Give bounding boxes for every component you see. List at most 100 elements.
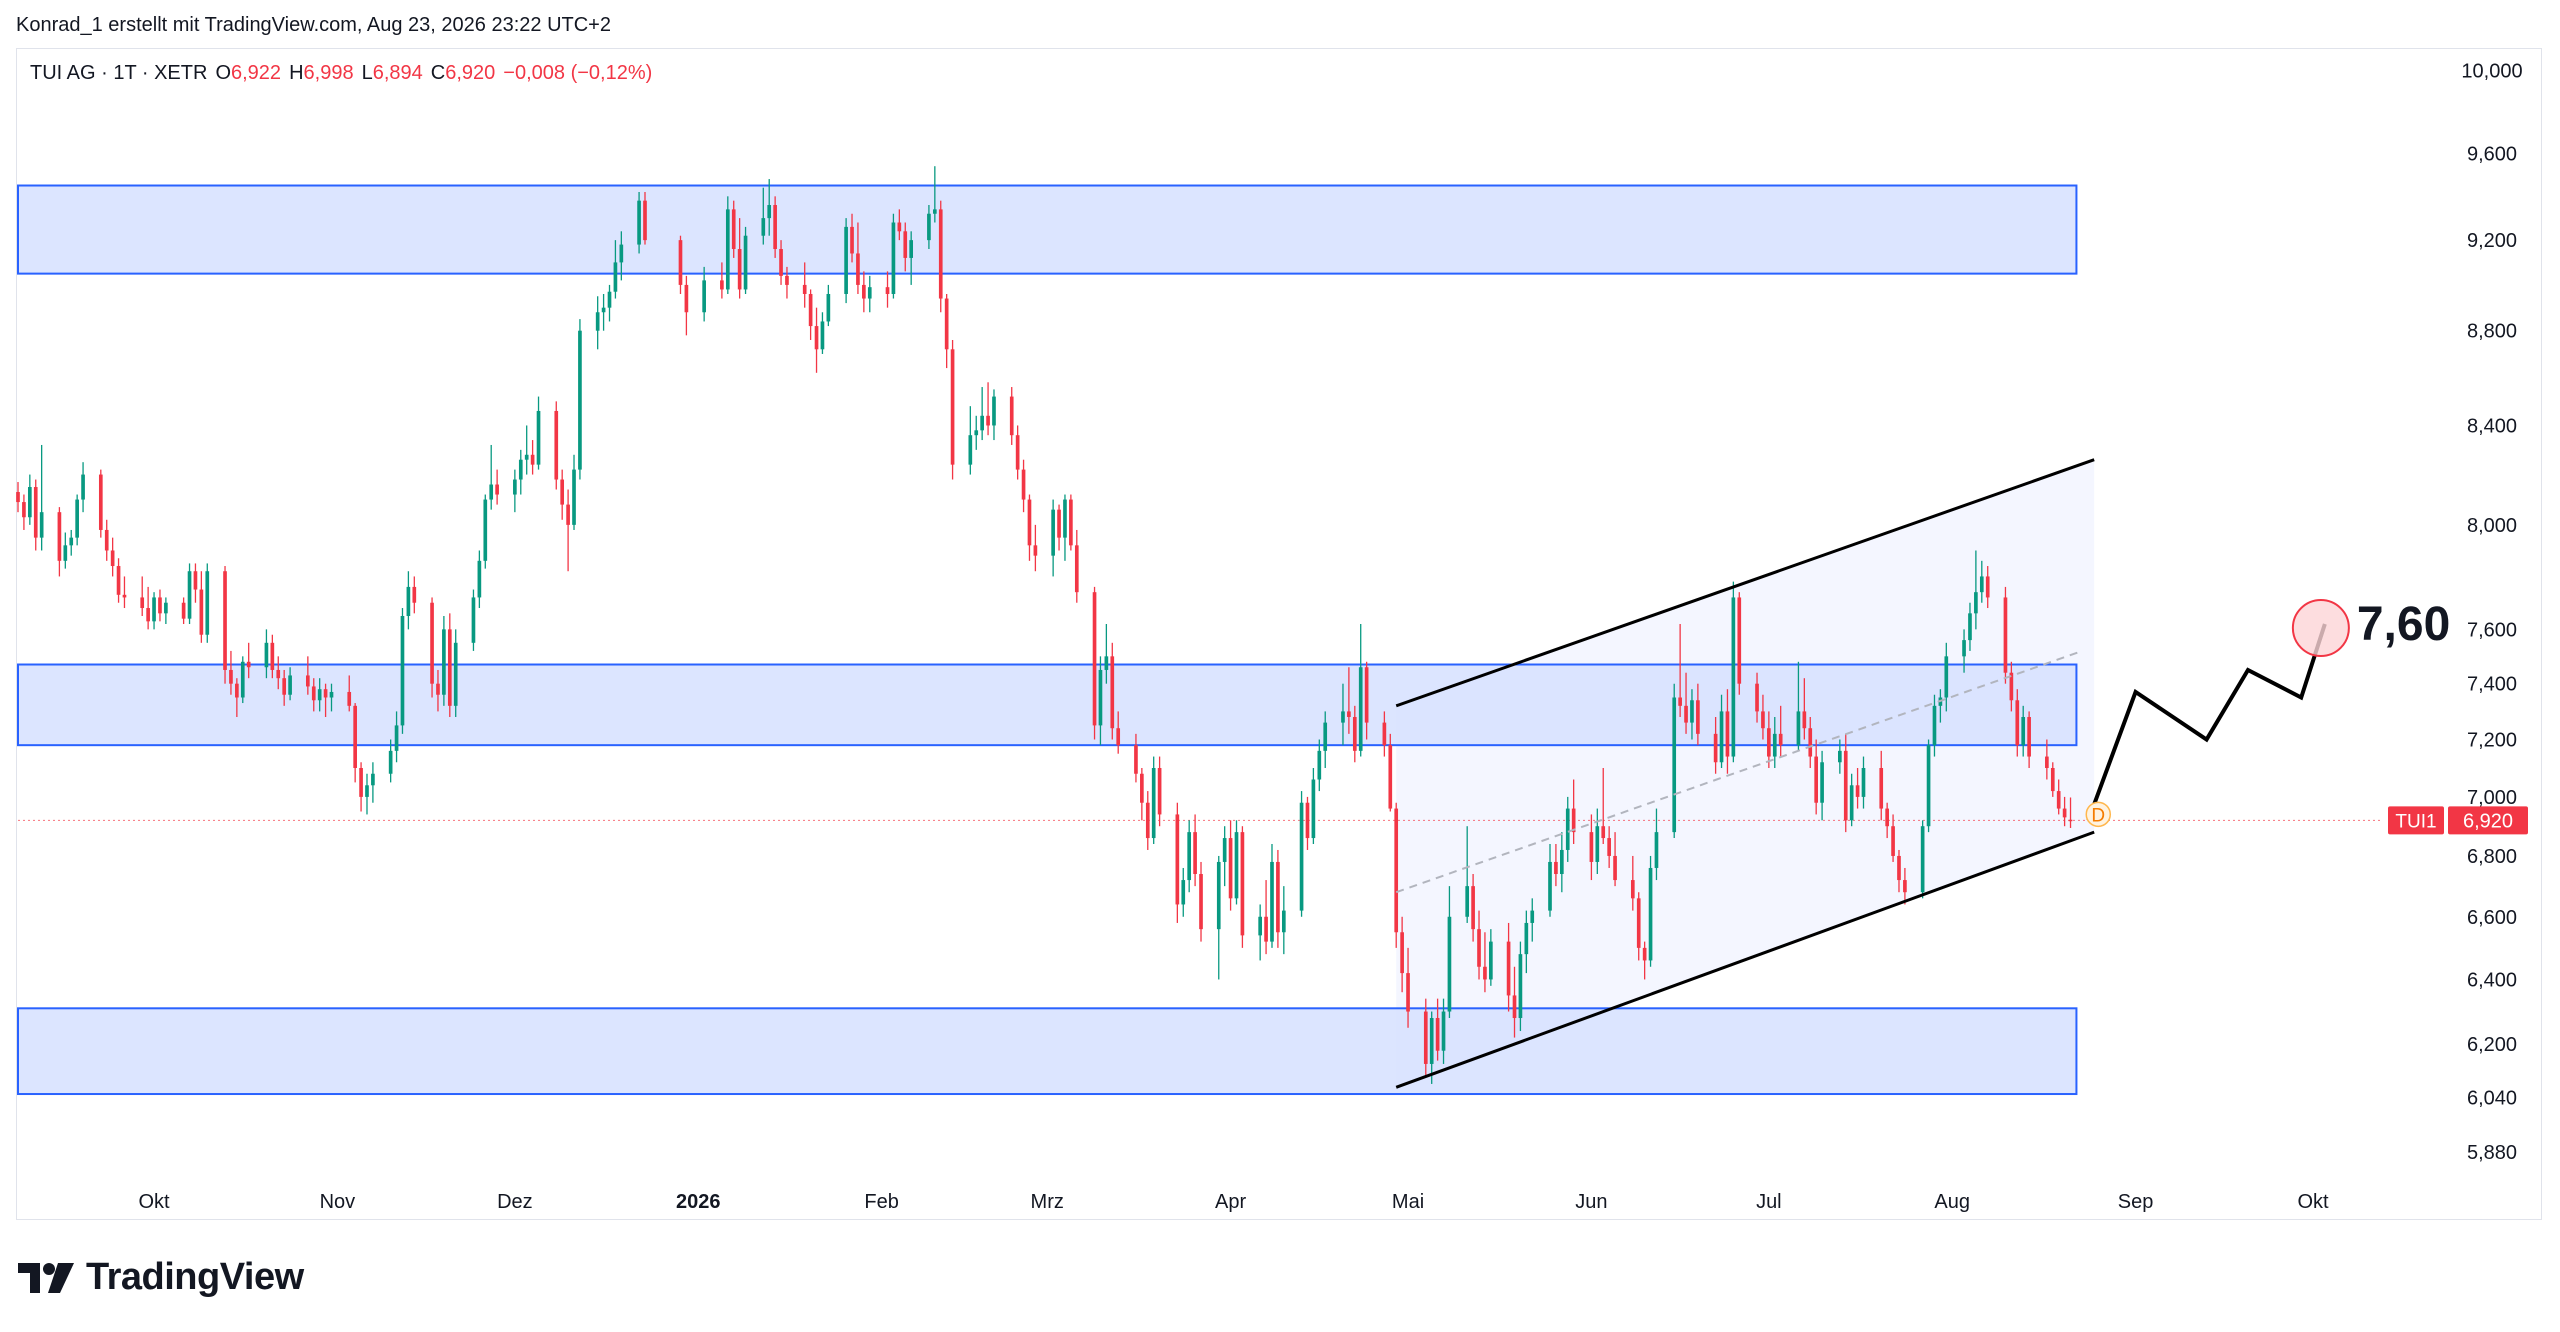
candle-body	[394, 725, 399, 751]
candle-body	[2068, 819, 2073, 822]
candle-body	[63, 545, 68, 561]
candle-body	[371, 773, 375, 786]
y-tick-label: 7,400	[2467, 674, 2517, 696]
candle-body	[1406, 973, 1410, 1012]
candle-body	[240, 661, 245, 698]
candle	[104, 519, 109, 561]
candle-body	[1885, 808, 1889, 827]
candle-body	[2021, 716, 2026, 746]
candles-layer	[16, 166, 2073, 1084]
candle-body	[986, 415, 990, 426]
candle-body	[1477, 929, 1481, 967]
candle	[1228, 820, 1233, 911]
candle	[1092, 586, 1097, 740]
legend-high-label: H	[289, 62, 304, 84]
candle	[578, 319, 582, 480]
candle-body	[1755, 683, 1759, 712]
candle	[1069, 494, 1073, 551]
candle-body	[2062, 808, 2067, 818]
chart-panel[interactable]	[16, 48, 2542, 1220]
candle-body	[1554, 861, 1558, 875]
y-tick-label: 8,400	[2467, 415, 2517, 437]
legend-close-label: C	[430, 62, 446, 84]
candle	[1926, 739, 1931, 833]
candle	[1885, 802, 1889, 839]
candle	[1725, 689, 1730, 774]
y-tick-label: 6,040	[2467, 1087, 2517, 1109]
candle	[826, 284, 831, 327]
candle	[1636, 892, 1641, 961]
candle-body	[1849, 785, 1854, 821]
candle	[199, 571, 204, 643]
candle-body	[1264, 916, 1268, 942]
price-tag-symbol-bg	[2388, 806, 2444, 835]
candle-body	[1447, 916, 1452, 1012]
candle	[862, 271, 866, 313]
candle-body	[442, 629, 446, 695]
candle-body	[572, 469, 576, 525]
drawings-layer: 7,60 D	[1395, 458, 2450, 1089]
candle-body	[1962, 640, 1966, 657]
candle-body	[2009, 672, 2014, 701]
candle	[554, 401, 559, 490]
candle	[1897, 849, 1901, 893]
candle	[1565, 796, 1570, 862]
candle-body	[897, 222, 902, 232]
legend-symbol[interactable]: TUI AG · 1T · XETR	[30, 62, 208, 84]
y-tick-label: 7,600	[2467, 619, 2517, 641]
candle-body	[69, 537, 74, 546]
candle	[140, 576, 145, 617]
candle-body	[1571, 808, 1576, 833]
tradingview-logo[interactable]: TradingView	[18, 1256, 304, 1299]
candle-body	[1843, 750, 1848, 821]
candle-body	[2015, 700, 2020, 746]
candle	[1423, 998, 1428, 1078]
candle-body	[1276, 861, 1280, 933]
y-tick-label: 9,200	[2467, 230, 2517, 252]
candle-body	[1270, 861, 1274, 942]
candle-body	[1838, 750, 1842, 763]
candle	[1382, 711, 1387, 757]
candle-body	[802, 284, 807, 294]
candle-body	[2050, 767, 2055, 792]
candle	[2062, 796, 2067, 827]
candle-body	[1506, 941, 1511, 996]
y-tick-label: 9,600	[2467, 143, 2517, 165]
candle	[986, 382, 990, 436]
candle	[530, 440, 535, 475]
legend-high: 6,998	[303, 62, 354, 84]
candle-body	[1033, 545, 1038, 556]
candle-body	[1678, 697, 1682, 706]
candle-body	[607, 291, 612, 308]
candle	[1979, 560, 1984, 603]
candle-body	[1489, 941, 1493, 980]
candle	[820, 312, 825, 354]
candle-body	[1216, 861, 1221, 930]
candle	[513, 469, 517, 513]
candle	[1400, 916, 1404, 993]
candle	[1613, 832, 1617, 887]
candle	[1802, 678, 1807, 740]
candle-body	[57, 512, 62, 561]
candle-body	[1281, 910, 1286, 933]
candle	[282, 669, 287, 706]
candle	[1968, 602, 1972, 651]
candle	[1057, 504, 1061, 551]
channel-fill	[1396, 459, 2095, 1088]
candle	[903, 222, 908, 272]
candle	[483, 494, 488, 569]
candle	[938, 200, 943, 313]
candle	[1258, 904, 1262, 961]
candle	[276, 656, 281, 690]
candle	[306, 656, 310, 695]
candle	[1808, 716, 1813, 768]
candle	[1009, 387, 1014, 445]
candle-body	[554, 410, 559, 480]
candle	[1630, 855, 1635, 911]
candle	[1944, 642, 1949, 712]
candle	[246, 642, 251, 679]
candle-body	[637, 200, 641, 245]
x-tick-label: Okt	[138, 1191, 170, 1213]
candle	[495, 469, 499, 505]
